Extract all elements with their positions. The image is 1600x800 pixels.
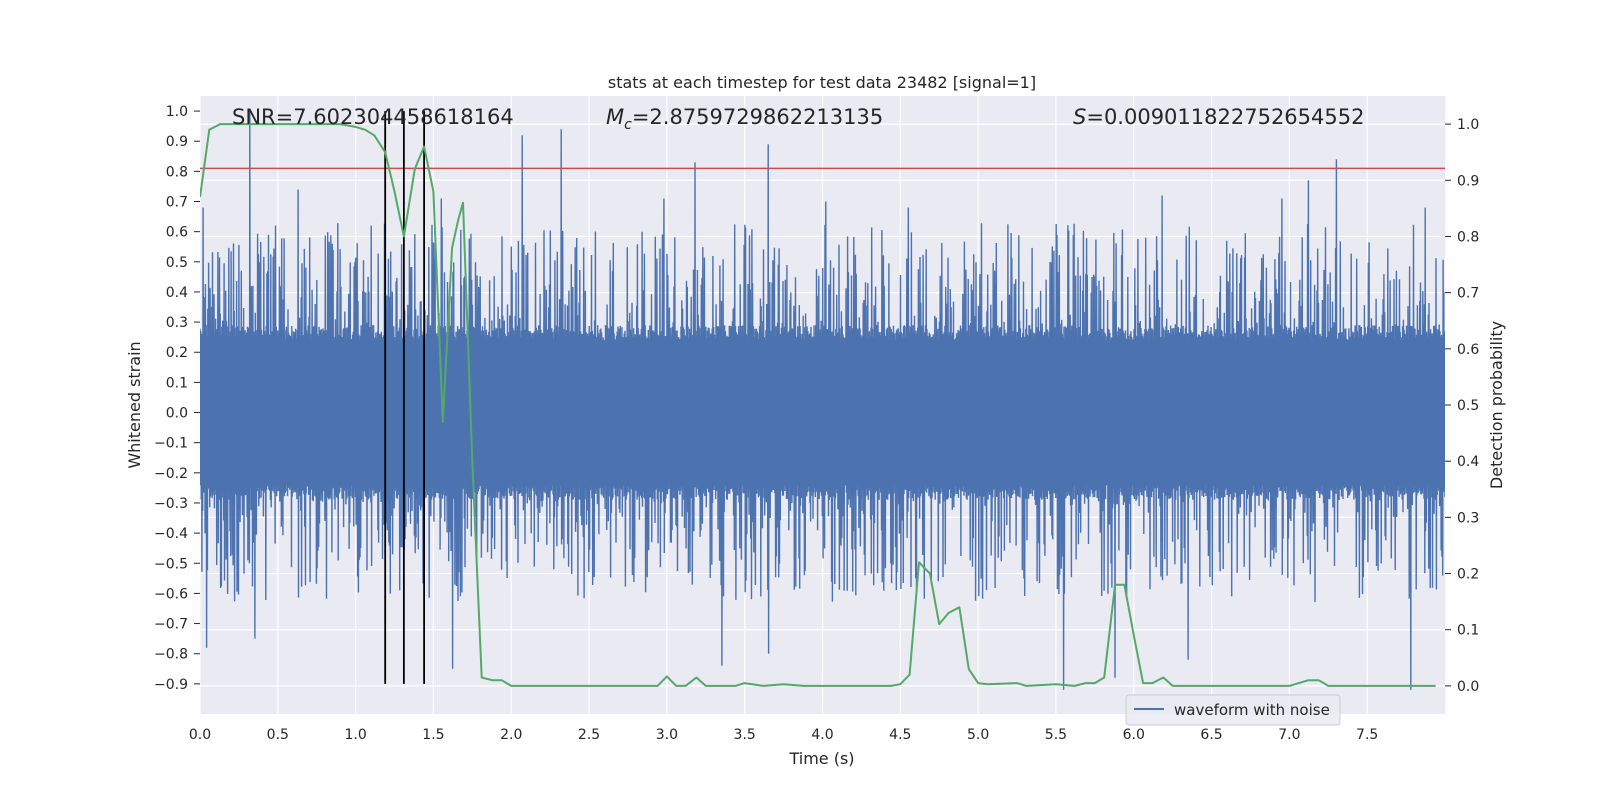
x-tick-label: 0.0	[189, 727, 211, 743]
y-tick-label: −0.3	[154, 496, 188, 512]
y-right-tick-label: 0.6	[1457, 342, 1479, 358]
y-right-tick-label: 0.4	[1457, 454, 1479, 470]
probability-series	[200, 123, 1436, 687]
y-tick-label: 0.9	[166, 134, 188, 150]
x-tick-label: 5.0	[967, 727, 989, 743]
y-tick-label: −0.2	[154, 466, 188, 482]
vertical-lines-group	[384, 111, 426, 684]
chirp-mass-subscript: c	[624, 117, 632, 133]
probability-line	[200, 123, 1436, 687]
x-tick-label: 3.0	[656, 727, 678, 743]
legend-box	[1125, 694, 1341, 726]
y-right-axis-label: Detection probability	[1487, 321, 1506, 489]
y-tick-label: 0.6	[166, 225, 188, 241]
y-tick-label: −0.4	[154, 526, 188, 542]
s-symbol: S	[1073, 105, 1086, 129]
x-tick-label: 1.0	[344, 727, 366, 743]
x-tick-label: 4.5	[889, 727, 911, 743]
y-tick-label: 0.8	[166, 164, 188, 180]
y-right-tick-label: 0.9	[1457, 173, 1479, 189]
y-tick-label: 0.7	[166, 195, 188, 211]
y-right-tick-label: 0.3	[1457, 510, 1479, 526]
s-annotation: S=0.009011822752654552	[1073, 105, 1364, 129]
snr-annotation: SNR=7.602304458618164	[232, 105, 514, 129]
y-tick-label: 0.3	[166, 315, 188, 331]
y-right-axis-ticks: 1.0 0.9 0.8 0.7 0.6 0.5 0.4 0.3 0.2 0.1 0.0	[1445, 117, 1479, 695]
x-tick-label: 2.5	[578, 727, 600, 743]
chirp-mass-value: =2.8759729862213135	[632, 105, 883, 129]
y-right-tick-label: 0.8	[1457, 229, 1479, 245]
chirp-mass-symbol: M	[606, 105, 624, 129]
x-tick-label: 2.0	[500, 727, 522, 743]
y-right-tick-label: 0.2	[1457, 567, 1479, 583]
x-tick-label: 7.5	[1356, 727, 1378, 743]
x-tick-label: 4.0	[811, 727, 833, 743]
y-tick-label: 0.2	[166, 345, 188, 361]
y-axis-label: Whitened strain	[125, 341, 144, 468]
y-axis-ticks: 1.0 0.9 0.8 0.7 0.6 0.5 0.4 0.3 0.2 0.1 0.0 −0.1 −0.…	[154, 104, 200, 693]
y-right-tick-label: 0.7	[1457, 286, 1479, 302]
x-tick-label: 3.5	[734, 727, 756, 743]
x-tick-label: 6.0	[1123, 727, 1145, 743]
x-tick-label: 6.5	[1200, 727, 1222, 743]
y-tick-label: −0.6	[154, 586, 188, 602]
x-axis-label: Time (s)	[788, 749, 854, 768]
y-right-tick-label: 0.5	[1457, 398, 1479, 414]
x-tick-label: 0.5	[267, 727, 289, 743]
s-value: =0.009011822752654552	[1086, 105, 1364, 129]
x-tick-label: 1.5	[422, 727, 444, 743]
x-axis-ticks: 0.0 0.5 1.0 1.5 2.0 2.5 3.0 3.5 4.0 4.5 5.0 5.5 6.0 6…	[189, 727, 1378, 743]
legend-label: waveform with noise	[1174, 701, 1330, 719]
y-tick-label: 0.4	[166, 285, 188, 301]
y-tick-label: 0.5	[166, 255, 188, 271]
chirp-mass-annotation: Mc=2.8759729862213135	[606, 105, 883, 133]
y-right-tick-label: 0.0	[1457, 679, 1479, 695]
chart-title: stats at each timestep for test data 234…	[608, 73, 1036, 92]
legend: waveform with noise	[1125, 694, 1341, 726]
y-tick-label: −0.1	[154, 436, 188, 452]
y-tick-label: −0.5	[154, 556, 188, 572]
y-tick-label: 0.1	[166, 375, 188, 391]
y-tick-label: 1.0	[166, 104, 188, 120]
y-tick-label: −0.8	[154, 647, 188, 663]
x-tick-label: 5.5	[1045, 727, 1067, 743]
waveform-line	[200, 111, 1445, 690]
y-tick-label: −0.7	[154, 617, 188, 633]
y-right-tick-label: 1.0	[1457, 117, 1479, 133]
waveform-series	[200, 111, 1445, 690]
y-tick-label: 0.0	[166, 406, 188, 422]
x-tick-label: 7.0	[1278, 727, 1300, 743]
y-right-tick-label: 0.1	[1457, 623, 1479, 639]
y-tick-label: −0.9	[154, 677, 188, 693]
